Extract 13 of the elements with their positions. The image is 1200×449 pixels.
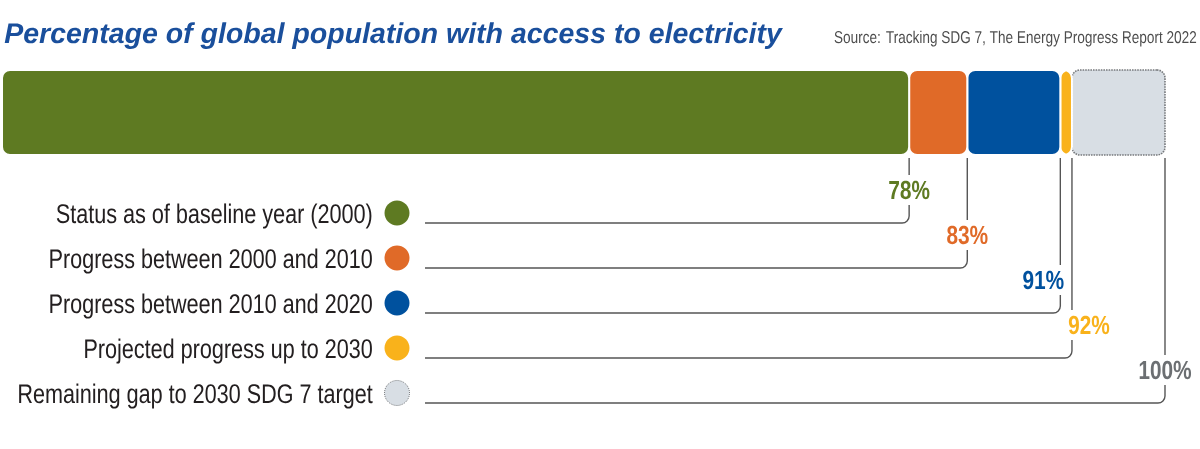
chart-title: Percentage of global population with access to electricity xyxy=(4,22,783,49)
text: 83% xyxy=(947,225,988,245)
text: 92% xyxy=(1068,315,1110,335)
legend-label: Projected progress up to 2030 xyxy=(85,338,372,364)
source-note: Source: Tracking SDG 7, The Energy Progress Report 2022 xyxy=(834,30,1197,47)
text: 78% xyxy=(889,180,930,200)
text: 100% xyxy=(1139,360,1192,380)
text: 91% xyxy=(1023,270,1064,290)
legend-label: Progress between 2010 and 2020 xyxy=(50,293,372,319)
legend-label: Progress between 2000 and 2010 xyxy=(50,248,372,274)
legend-label: Remaining gap to 2030 SDG 7 target xyxy=(19,383,373,409)
bar xyxy=(1071,69,1166,156)
series-label: Status as of baseline year (2000) xyxy=(56,203,372,229)
